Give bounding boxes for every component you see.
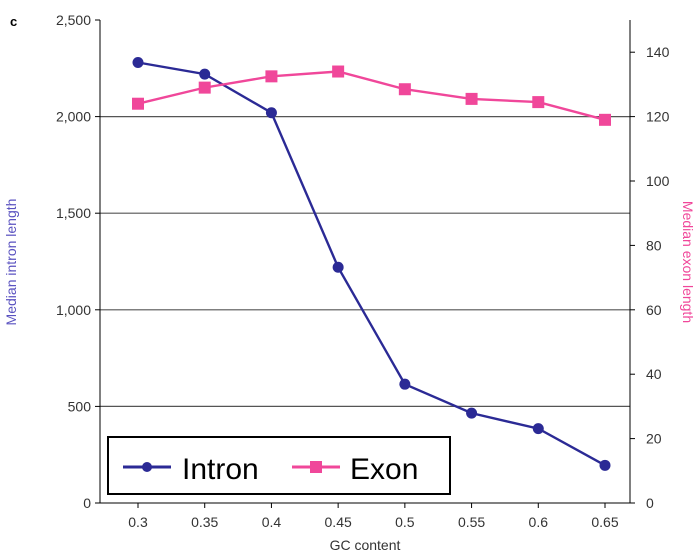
right-y-axis-label: Median exon length xyxy=(680,201,694,323)
y-tick-label: 1,500 xyxy=(56,205,91,221)
y-tick-label: 2,000 xyxy=(56,109,91,125)
gridlines xyxy=(100,115,630,407)
intron-data-point xyxy=(332,261,344,273)
intron-series-line xyxy=(137,61,606,467)
y2-tick-label: 100 xyxy=(646,173,670,189)
y-tick-label: 1,000 xyxy=(56,302,91,318)
intron-data-point xyxy=(532,423,544,435)
exon-data-point xyxy=(398,83,411,96)
panel-label: c xyxy=(10,14,17,29)
x-tick-label: 0.35 xyxy=(191,514,218,530)
y2-tick-label: 120 xyxy=(646,109,670,125)
legend-intron-label: Intron xyxy=(182,453,259,486)
x-ticks: 0.3 0.35 0.4 0.45 0.5 0.55 0.6 0.65 xyxy=(128,503,619,530)
intron-data-point xyxy=(265,107,277,119)
y-tick-label: 2,500 xyxy=(56,12,91,28)
legend-exon-marker xyxy=(310,461,322,473)
exon-series-line xyxy=(137,70,606,121)
intron-data-point xyxy=(132,57,144,69)
y-tick-label: 0 xyxy=(83,495,91,511)
legend-exon-label: Exon xyxy=(350,453,418,486)
series xyxy=(132,57,611,471)
y2-tick-label: 140 xyxy=(646,44,670,60)
x-axis-label: GC content xyxy=(330,537,401,553)
x-tick-label: 0.55 xyxy=(458,514,485,530)
exon-data-point xyxy=(599,113,611,126)
x-tick-label: 0.65 xyxy=(591,514,618,530)
intron-data-point xyxy=(466,407,478,419)
axes xyxy=(99,20,631,504)
intron-data-point xyxy=(399,378,411,390)
legend: Intron Exon xyxy=(107,436,451,495)
y2-tick-label: 60 xyxy=(646,302,662,318)
exon-data-point xyxy=(198,81,211,94)
y2-tick-label: 80 xyxy=(646,237,662,253)
x-tick-label: 0.6 xyxy=(529,514,549,530)
exon-data-point xyxy=(465,92,478,105)
y2-tick-label: 0 xyxy=(646,495,654,511)
x-tick-label: 0.5 xyxy=(395,514,415,530)
y-tick-label: 500 xyxy=(68,398,92,414)
intron-data-point xyxy=(599,459,611,471)
exon-data-point xyxy=(265,70,278,83)
exon-data-point xyxy=(532,96,545,109)
y2-tick-label: 40 xyxy=(646,366,662,382)
left-y-ticks: 0 500 1,000 1,500 2,000 2,500 xyxy=(56,12,100,511)
y2-tick-label: 20 xyxy=(646,431,662,447)
right-y-ticks: 0 20 40 60 80 100 120 140 xyxy=(630,44,670,511)
intron-data-point xyxy=(199,68,211,80)
left-y-axis-label: Median intron length xyxy=(3,199,19,326)
x-tick-label: 0.3 xyxy=(128,514,148,530)
x-tick-label: 0.45 xyxy=(325,514,352,530)
exon-data-point xyxy=(332,65,345,78)
exon-data-point xyxy=(132,97,144,110)
legend-intron-marker xyxy=(142,462,152,472)
x-tick-label: 0.4 xyxy=(262,514,282,530)
